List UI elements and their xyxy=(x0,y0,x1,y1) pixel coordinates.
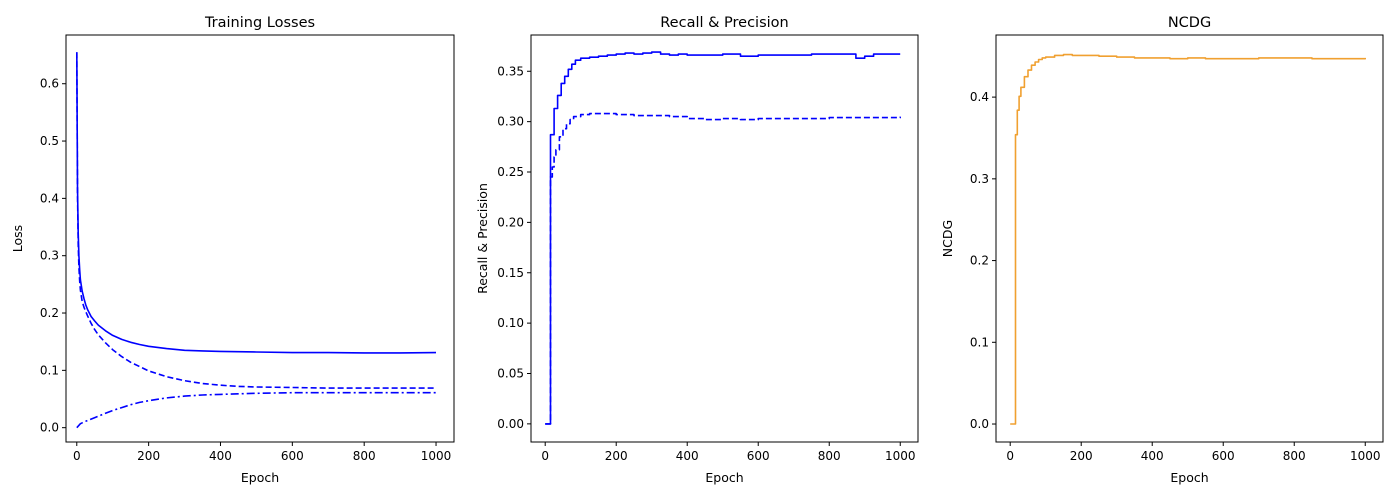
chart-panel-2: 0 200 400 600 800 1000 0.00 0.05 0.10 0.15 0.20 0.2… xyxy=(475,15,919,485)
y-tick-label: 0.15 xyxy=(497,266,524,280)
x-tick-label: 600 xyxy=(747,449,770,463)
x-tick-label: 200 xyxy=(1070,449,1093,463)
x-tick-label: 200 xyxy=(137,449,160,463)
x-tick-label: 600 xyxy=(281,449,304,463)
x-tick-label: 1000 xyxy=(421,449,452,463)
x-tick-label: 800 xyxy=(818,449,841,463)
x-tick-label: 0 xyxy=(1006,449,1014,463)
series-line-1 xyxy=(76,52,437,354)
plot-area xyxy=(531,35,918,442)
x-tick-label: 800 xyxy=(1283,449,1306,463)
x-axis-label: Epoch xyxy=(1170,470,1208,485)
x-tick-label: 200 xyxy=(605,449,628,463)
y-tick-label: 0.2 xyxy=(40,306,59,320)
x-tick-label: 400 xyxy=(209,449,232,463)
axes-frame xyxy=(530,34,919,443)
x-tick-label: 400 xyxy=(676,449,699,463)
series-line-1 xyxy=(545,51,901,425)
y-tick-label: 0.0 xyxy=(40,421,59,435)
chart-panel-1: 0 200 400 600 800 1000 0.0 0.1 0.2 0.3 0.4 0.5 0.6 Tr… xyxy=(10,15,455,485)
y-tick-label: 0.5 xyxy=(40,134,59,148)
series-line-1 xyxy=(1010,53,1366,425)
y-tick-label: 0.4 xyxy=(970,90,989,104)
y-tick-label: 0.30 xyxy=(497,115,524,129)
y-tick-label: 0.0 xyxy=(970,417,989,431)
y-tick-label: 0.35 xyxy=(497,64,524,78)
y-tick-label: 0.25 xyxy=(497,165,524,179)
x-tick-label: 600 xyxy=(1212,449,1235,463)
y-axis-label: Recall & Precision xyxy=(475,183,490,294)
x-tick-label: 1000 xyxy=(1350,449,1381,463)
plot-area xyxy=(996,35,1383,442)
x-tick-label: 0 xyxy=(73,449,81,463)
y-axis-label: NCDG xyxy=(940,220,955,257)
chart-title: NCDG xyxy=(1168,15,1211,31)
y-tick-label: 0.20 xyxy=(497,215,524,229)
axes-frame xyxy=(65,34,455,443)
plot-area xyxy=(66,35,454,442)
y-tick-label: 0.3 xyxy=(40,249,59,263)
y-tick-label: 0.2 xyxy=(970,254,989,268)
y-tick-label: 0.05 xyxy=(497,366,524,380)
chart-panel-3: 0 200 400 600 800 1000 0.0 0.1 0.2 0.3 0.4 NCDG Epoc… xyxy=(940,15,1384,485)
x-axis-label: Epoch xyxy=(241,470,279,485)
series-line-3 xyxy=(76,391,436,429)
x-axis-label: Epoch xyxy=(705,470,743,485)
y-tick-label: 0.3 xyxy=(970,172,989,186)
x-tick-label: 1000 xyxy=(885,449,916,463)
y-tick-label: 0.4 xyxy=(40,191,59,205)
x-tick-label: 400 xyxy=(1141,449,1164,463)
y-tick-label: 0.1 xyxy=(970,335,989,349)
y-axis-label: Loss xyxy=(10,225,25,252)
chart-title: Training Losses xyxy=(204,15,315,31)
y-tick-label: 0.1 xyxy=(40,363,59,377)
axes-frame xyxy=(995,34,1384,443)
x-tick-label: 0 xyxy=(541,449,549,463)
y-tick-label: 0.10 xyxy=(497,316,524,330)
x-tick-label: 800 xyxy=(353,449,376,463)
series-line-2 xyxy=(545,112,901,425)
y-tick-label: 0.6 xyxy=(40,77,59,91)
y-tick-label: 0.00 xyxy=(497,417,524,431)
chart-title: Recall & Precision xyxy=(660,15,788,31)
